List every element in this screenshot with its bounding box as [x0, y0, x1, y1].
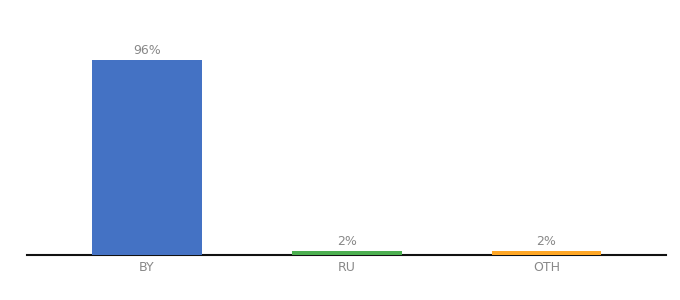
Text: 96%: 96% [133, 44, 161, 57]
Bar [92, 60, 202, 255]
Text: 2%: 2% [337, 235, 357, 248]
Bar [292, 251, 402, 255]
Text: 2%: 2% [537, 235, 556, 248]
Bar [492, 251, 602, 255]
